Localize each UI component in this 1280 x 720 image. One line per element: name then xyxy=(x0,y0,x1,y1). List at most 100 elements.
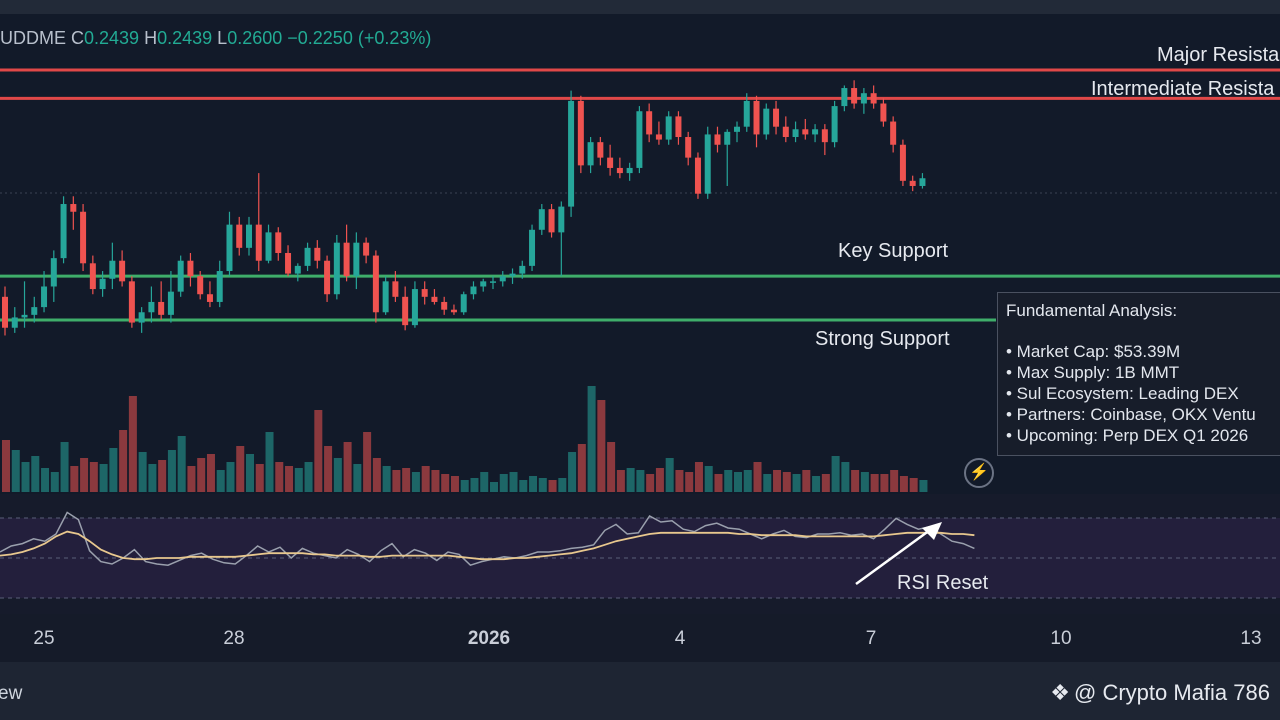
candle-body xyxy=(919,178,926,186)
volume-bar xyxy=(167,450,176,492)
candle-body xyxy=(60,204,67,259)
major-resistance-label: Major Resista xyxy=(1157,44,1280,66)
candle-body xyxy=(568,100,575,207)
time-axis-tick: 10 xyxy=(1050,628,1071,649)
candle-body xyxy=(304,247,311,266)
candle-body xyxy=(177,260,184,292)
candle-body xyxy=(294,265,301,274)
volume-bar xyxy=(11,450,20,492)
fundamental-item: • Partners: Coinbase, OKX Ventu xyxy=(1006,405,1256,424)
candle-body xyxy=(265,232,272,261)
volume-bar xyxy=(792,474,801,492)
volume-bar xyxy=(490,482,498,492)
candle-body xyxy=(665,116,672,140)
fundamental-item: • Upcoming: Perp DEX Q1 2026 xyxy=(1006,426,1249,445)
volume-bar xyxy=(743,470,752,492)
volume-bar xyxy=(616,470,625,492)
volume-bar xyxy=(538,478,547,492)
fundamental-item: • Market Cap: $53.39M xyxy=(1006,342,1181,361)
volume-bar xyxy=(704,466,713,492)
volume-bar xyxy=(802,470,811,492)
candle-body xyxy=(333,242,340,295)
candle-body xyxy=(714,134,721,145)
time-axis-tick: 25 xyxy=(33,628,54,649)
candle-body xyxy=(538,209,545,230)
candle-body xyxy=(138,312,145,323)
volume-bar xyxy=(343,442,352,492)
volume-bar xyxy=(812,476,821,492)
candle-body xyxy=(353,242,360,277)
volume-bar xyxy=(734,472,742,492)
volume-bar xyxy=(519,480,528,492)
volume-bar xyxy=(285,466,294,492)
candle-body xyxy=(724,131,731,145)
candle-body xyxy=(275,232,282,253)
candle-body xyxy=(314,247,321,261)
volume-bar xyxy=(333,458,342,492)
volume-bar xyxy=(353,464,362,492)
candle-body xyxy=(548,209,555,233)
time-axis-tick: 13 xyxy=(1240,628,1261,649)
volume-bar xyxy=(89,462,98,492)
volume-bar xyxy=(70,466,79,492)
candle-body xyxy=(441,301,448,310)
candle-body xyxy=(206,294,213,302)
candle-body xyxy=(909,180,916,186)
candle-body xyxy=(372,255,379,313)
high-value: 0.2439 xyxy=(157,28,213,48)
volume-bar xyxy=(470,478,479,492)
volume-bar xyxy=(460,480,469,492)
volume-bar xyxy=(41,468,50,492)
candle-body xyxy=(246,224,252,248)
volume-bar xyxy=(441,474,450,492)
candle-body xyxy=(607,157,614,168)
key-support-label: Key Support xyxy=(838,240,949,262)
binance-diamond-icon: ❖ xyxy=(1050,680,1071,705)
candle-body xyxy=(802,129,809,135)
volume-bar xyxy=(665,458,674,492)
candle-body xyxy=(870,93,877,104)
volume-bar xyxy=(392,470,401,492)
candle-body xyxy=(792,129,799,138)
candle-body xyxy=(21,314,28,318)
candle-body xyxy=(558,206,565,233)
candle-body xyxy=(782,126,789,138)
close-label: C xyxy=(71,28,85,48)
volume-bar xyxy=(636,470,645,492)
volume-bar xyxy=(548,480,557,492)
change-value: −0.2250 (+0.23%) xyxy=(287,28,432,48)
volume-bar xyxy=(216,470,225,492)
volume-bar xyxy=(304,462,313,492)
intermediate-resistance-label: Intermediate Resista xyxy=(1091,78,1275,100)
candle-body xyxy=(597,142,604,158)
volume-bar xyxy=(597,400,606,492)
candle-body xyxy=(89,263,96,290)
candle-body xyxy=(431,296,438,302)
lightning-icon[interactable]: ⚡ xyxy=(964,458,994,488)
volume-bar xyxy=(919,480,928,492)
volume-bar xyxy=(558,478,567,492)
volume-bar xyxy=(31,456,40,492)
volume-bar xyxy=(568,452,577,492)
candle-body xyxy=(626,167,633,174)
candle-body xyxy=(587,142,594,166)
volume-bar xyxy=(226,462,235,492)
candle-body xyxy=(753,100,760,135)
volume-bar xyxy=(675,470,684,492)
time-axis-tick: 4 xyxy=(675,628,686,649)
time-axis-tick: 7 xyxy=(866,628,877,649)
candle-body xyxy=(187,260,194,277)
volume-bar xyxy=(685,472,694,492)
candle-body xyxy=(763,108,770,135)
candle-body xyxy=(704,134,711,194)
time-axis-tick: 2026 xyxy=(468,628,510,649)
volume-bar xyxy=(880,474,889,492)
candle-body xyxy=(2,296,8,328)
volume-bar xyxy=(187,466,196,492)
candle-body xyxy=(411,289,418,326)
volume-bar xyxy=(80,458,89,492)
volume-bar xyxy=(99,464,108,492)
candle-body xyxy=(577,100,584,166)
volume-bar xyxy=(870,474,879,492)
candle-body xyxy=(392,281,399,297)
